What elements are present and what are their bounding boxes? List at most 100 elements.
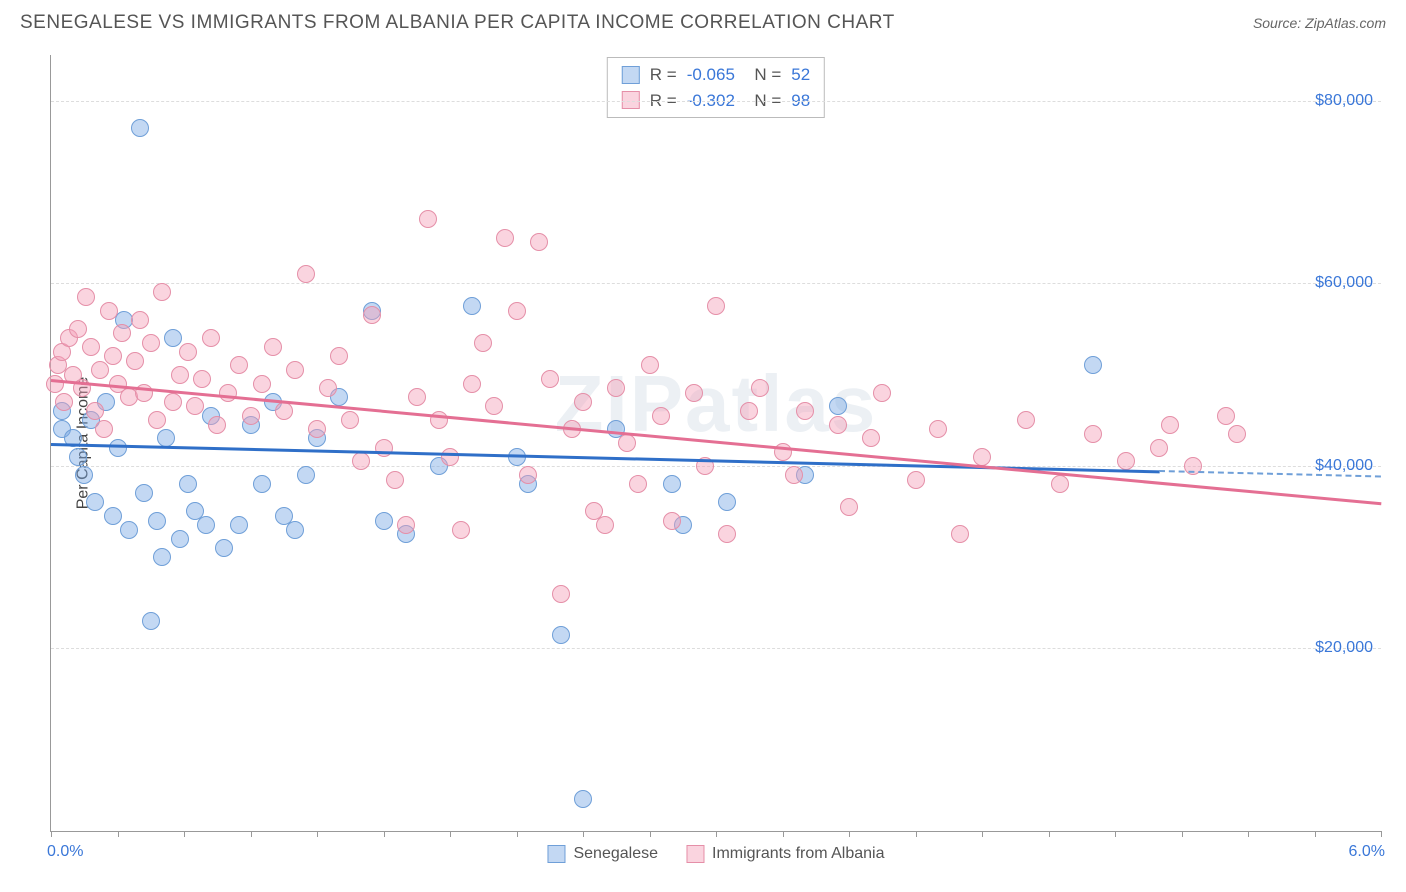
- data-point: [171, 366, 189, 384]
- x-tick: [1049, 831, 1050, 837]
- data-point: [862, 429, 880, 447]
- x-tick: [916, 831, 917, 837]
- data-point: [663, 512, 681, 530]
- x-tick: [317, 831, 318, 837]
- chart-title: SENEGALESE VS IMMIGRANTS FROM ALBANIA PE…: [20, 12, 895, 34]
- y-tick-label: $20,000: [1315, 639, 1373, 657]
- x-tick: [849, 831, 850, 837]
- data-point: [55, 393, 73, 411]
- data-point: [164, 329, 182, 347]
- data-point: [219, 384, 237, 402]
- data-point: [663, 475, 681, 493]
- y-tick-label: $80,000: [1315, 92, 1373, 110]
- data-point: [164, 393, 182, 411]
- data-point: [552, 585, 570, 603]
- data-point: [308, 420, 326, 438]
- data-point: [253, 475, 271, 493]
- x-tick: [583, 831, 584, 837]
- gridline: [51, 648, 1381, 649]
- stats-row-senegalese: R = -0.065 N = 52: [622, 62, 810, 88]
- data-point: [1051, 475, 1069, 493]
- data-point: [386, 471, 404, 489]
- x-tick: [184, 831, 185, 837]
- x-tick: [118, 831, 119, 837]
- data-point: [126, 352, 144, 370]
- data-point: [951, 525, 969, 543]
- data-point: [1084, 356, 1102, 374]
- data-point: [574, 393, 592, 411]
- data-point: [530, 233, 548, 251]
- data-point: [179, 343, 197, 361]
- data-point: [286, 521, 304, 539]
- x-tick: [1115, 831, 1116, 837]
- data-point: [496, 229, 514, 247]
- source-attribution: Source: ZipAtlas.com: [1253, 15, 1386, 31]
- data-point: [86, 402, 104, 420]
- data-point: [718, 525, 736, 543]
- data-point: [202, 329, 220, 347]
- data-point: [607, 379, 625, 397]
- data-point: [148, 411, 166, 429]
- gridline: [51, 466, 1381, 467]
- data-point: [973, 448, 991, 466]
- scatter-chart: ZIPatlas Per Capita Income R = -0.065 N …: [50, 55, 1381, 832]
- data-point: [46, 375, 64, 393]
- x-axis-min-label: 0.0%: [47, 843, 83, 861]
- data-point: [796, 402, 814, 420]
- x-tick: [517, 831, 518, 837]
- x-tick: [1381, 831, 1382, 837]
- data-point: [91, 361, 109, 379]
- data-point: [69, 320, 87, 338]
- legend-label: Senegalese: [573, 845, 658, 863]
- data-point: [363, 306, 381, 324]
- data-point: [153, 283, 171, 301]
- y-tick-label: $60,000: [1315, 274, 1373, 292]
- data-point: [82, 338, 100, 356]
- data-point: [829, 416, 847, 434]
- data-point: [142, 612, 160, 630]
- data-point: [463, 297, 481, 315]
- x-tick: [1315, 831, 1316, 837]
- x-tick: [450, 831, 451, 837]
- data-point: [1117, 452, 1135, 470]
- x-tick: [716, 831, 717, 837]
- x-tick: [1248, 831, 1249, 837]
- data-point: [1228, 425, 1246, 443]
- data-point: [352, 452, 370, 470]
- data-point: [171, 530, 189, 548]
- x-tick: [982, 831, 983, 837]
- data-point: [186, 397, 204, 415]
- data-point: [253, 375, 271, 393]
- trend-line: [51, 379, 1381, 505]
- data-point: [135, 484, 153, 502]
- data-point: [740, 402, 758, 420]
- data-point: [104, 347, 122, 365]
- data-point: [264, 338, 282, 356]
- data-point: [153, 548, 171, 566]
- data-point: [629, 475, 647, 493]
- data-point: [275, 402, 293, 420]
- stats-n-value-0: 52: [791, 62, 810, 88]
- data-point: [113, 324, 131, 342]
- data-point: [519, 466, 537, 484]
- x-tick: [251, 831, 252, 837]
- swatch-blue: [547, 845, 565, 863]
- stats-r-value-0: -0.065: [687, 62, 735, 88]
- legend-item-albania: Immigrants from Albania: [686, 845, 885, 863]
- data-point: [179, 475, 197, 493]
- x-tick: [1182, 831, 1183, 837]
- data-point: [929, 420, 947, 438]
- correlation-stats-box: R = -0.065 N = 52 R = -0.302 N = 98: [607, 57, 825, 118]
- data-point: [552, 626, 570, 644]
- data-point: [197, 516, 215, 534]
- data-point: [319, 379, 337, 397]
- data-point: [829, 397, 847, 415]
- data-point: [441, 448, 459, 466]
- data-point: [718, 493, 736, 511]
- swatch-pink: [686, 845, 704, 863]
- data-point: [485, 397, 503, 415]
- data-point: [242, 407, 260, 425]
- data-point: [408, 388, 426, 406]
- data-point: [131, 311, 149, 329]
- data-point: [142, 334, 160, 352]
